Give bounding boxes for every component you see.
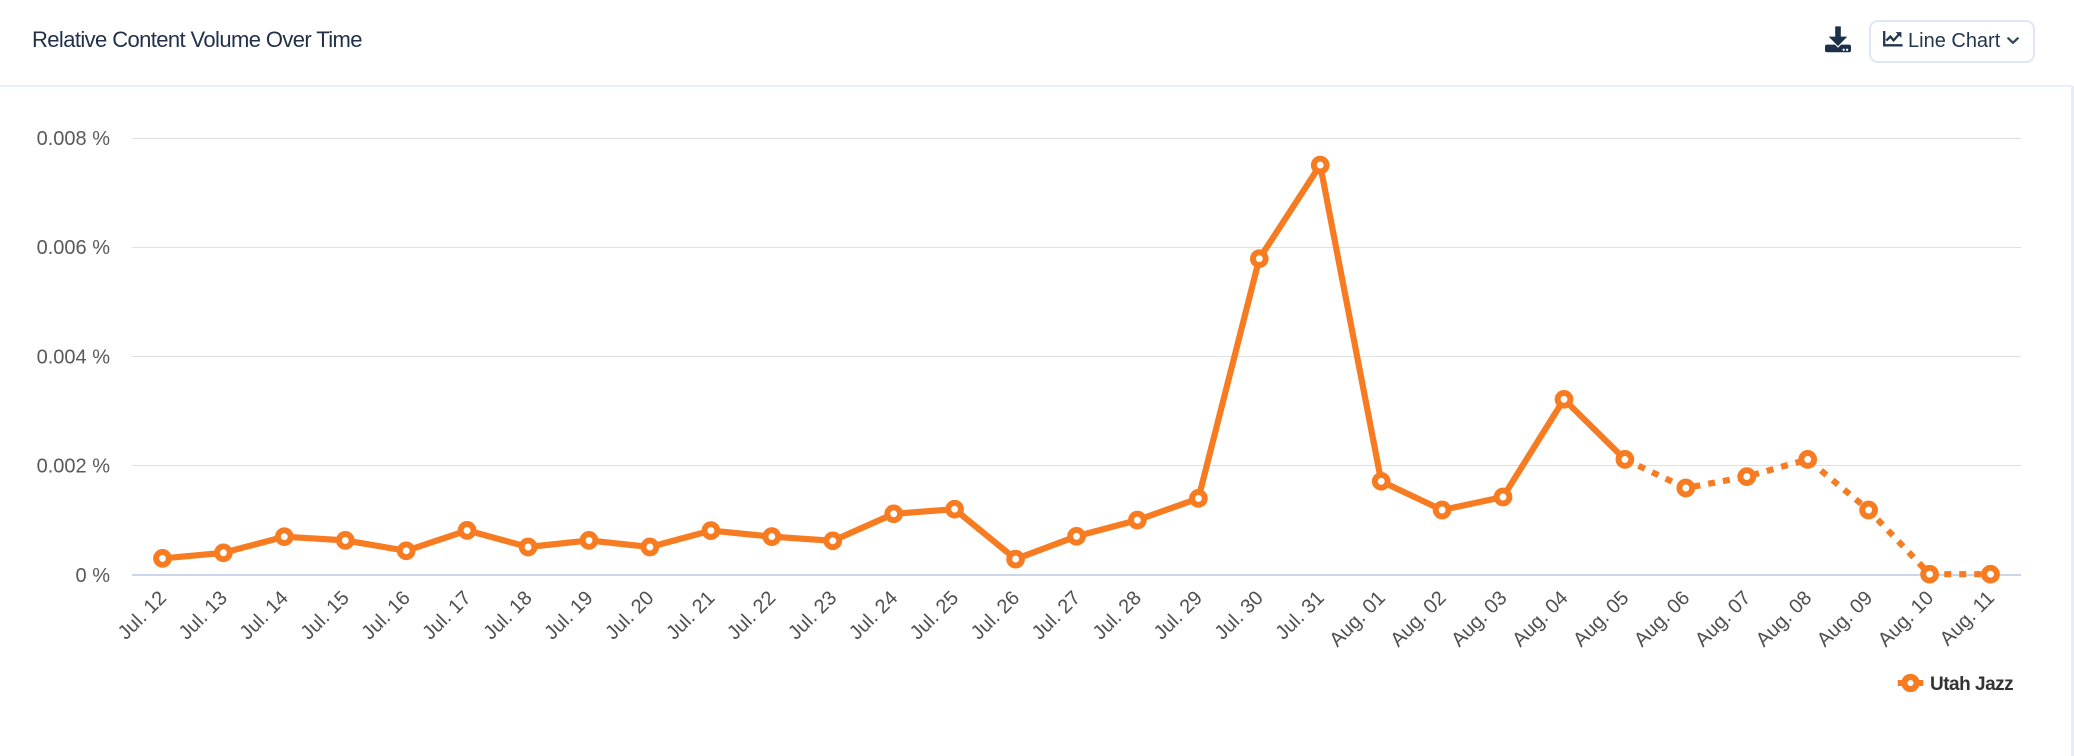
svg-text:Jul. 21: Jul. 21 (662, 587, 719, 644)
svg-text:Jul. 28: Jul. 28 (1089, 587, 1146, 644)
svg-text:Jul. 20: Jul. 20 (601, 587, 658, 644)
svg-text:Aug. 06: Aug. 06 (1630, 587, 1694, 651)
svg-text:Jul. 22: Jul. 22 (723, 587, 780, 644)
svg-text:Jul. 14: Jul. 14 (236, 587, 293, 644)
svg-text:Jul. 17: Jul. 17 (418, 587, 475, 644)
svg-text:Aug. 07: Aug. 07 (1691, 587, 1755, 651)
svg-text:Jul. 24: Jul. 24 (845, 587, 902, 644)
svg-text:0.008 %: 0.008 % (37, 128, 111, 150)
svg-text:Jul. 16: Jul. 16 (358, 587, 415, 644)
svg-text:Jul. 29: Jul. 29 (1150, 587, 1207, 644)
svg-text:Jul. 13: Jul. 13 (175, 587, 232, 644)
svg-text:Utah Jazz: Utah Jazz (1930, 674, 2013, 695)
svg-text:Jul. 25: Jul. 25 (906, 587, 963, 644)
svg-text:Jul. 19: Jul. 19 (540, 587, 597, 644)
svg-text:Aug. 10: Aug. 10 (1874, 587, 1938, 651)
svg-text:Jul. 31: Jul. 31 (1272, 587, 1329, 644)
svg-text:Jul. 18: Jul. 18 (479, 587, 536, 644)
svg-text:Aug. 03: Aug. 03 (1447, 587, 1511, 651)
svg-text:Aug. 02: Aug. 02 (1386, 587, 1450, 651)
svg-text:Jul. 23: Jul. 23 (784, 587, 841, 644)
svg-text:0 %: 0 % (76, 565, 111, 587)
svg-text:0.002 %: 0.002 % (37, 456, 111, 478)
svg-text:Aug. 05: Aug. 05 (1569, 587, 1633, 651)
svg-text:Jul. 15: Jul. 15 (297, 587, 354, 644)
svg-text:Jul. 30: Jul. 30 (1211, 587, 1268, 644)
svg-text:Aug. 04: Aug. 04 (1508, 587, 1572, 651)
svg-text:0.006 %: 0.006 % (37, 237, 111, 259)
svg-text:Aug. 09: Aug. 09 (1813, 587, 1877, 651)
svg-text:Aug. 08: Aug. 08 (1752, 587, 1816, 651)
svg-text:Jul. 12: Jul. 12 (114, 587, 171, 644)
svg-text:Jul. 26: Jul. 26 (967, 587, 1024, 644)
svg-text:Aug. 11: Aug. 11 (1936, 587, 1999, 650)
svg-text:Jul. 27: Jul. 27 (1028, 587, 1085, 644)
svg-text:0.004 %: 0.004 % (37, 346, 111, 368)
svg-text:Aug. 01: Aug. 01 (1325, 587, 1389, 651)
svg-text:Relative Content Volume Over T: Relative Content Volume Over Time (32, 27, 362, 52)
svg-text:Line Chart: Line Chart (1908, 30, 2001, 52)
